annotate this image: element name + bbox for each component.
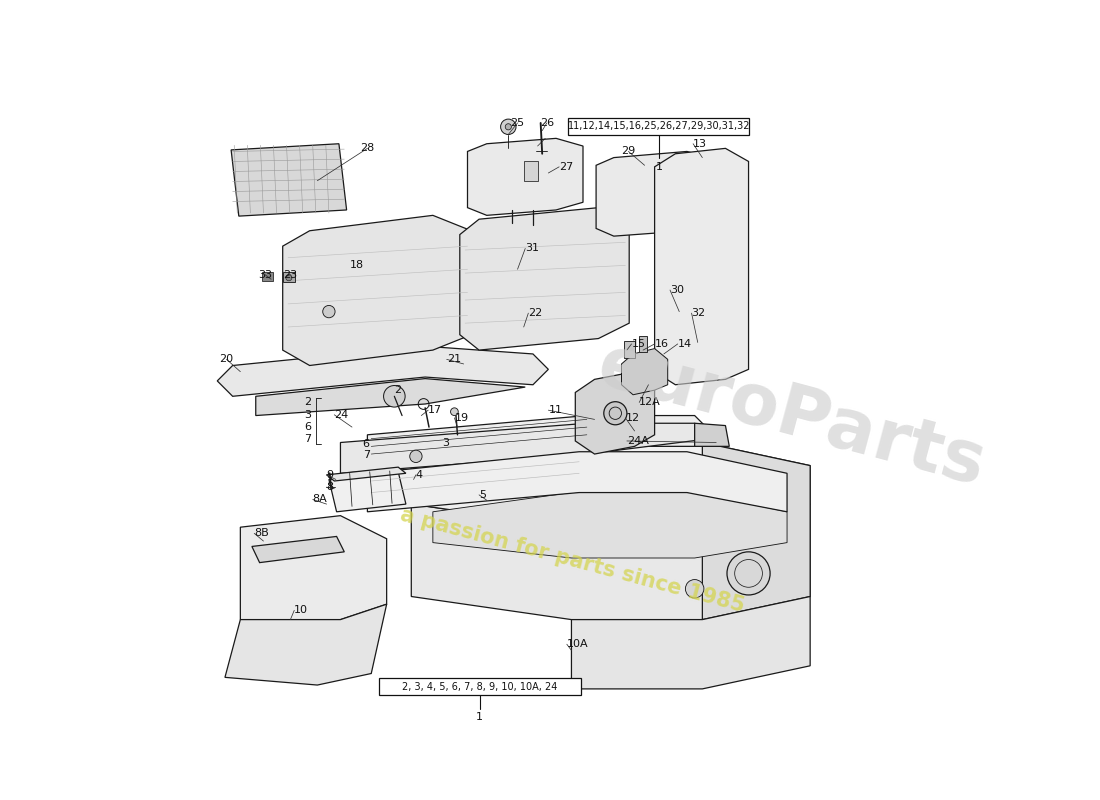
Circle shape xyxy=(727,552,770,595)
Text: 2: 2 xyxy=(305,398,311,407)
Circle shape xyxy=(286,274,292,281)
Polygon shape xyxy=(596,151,714,236)
Polygon shape xyxy=(572,597,810,689)
Text: 14: 14 xyxy=(678,339,692,349)
Text: 27: 27 xyxy=(559,162,573,172)
Text: 1: 1 xyxy=(476,712,483,722)
Polygon shape xyxy=(218,346,548,396)
Polygon shape xyxy=(654,148,749,385)
Polygon shape xyxy=(411,442,572,527)
Text: 9: 9 xyxy=(327,470,333,480)
Polygon shape xyxy=(252,537,344,562)
Text: 15: 15 xyxy=(631,339,646,349)
Polygon shape xyxy=(468,138,583,215)
Polygon shape xyxy=(367,415,711,466)
Text: 11,12,14,15,16,25,26,27,29,30,31,32: 11,12,14,15,16,25,26,27,29,30,31,32 xyxy=(568,121,750,131)
Circle shape xyxy=(685,579,704,598)
Circle shape xyxy=(604,402,627,425)
Text: 29: 29 xyxy=(621,146,636,157)
Polygon shape xyxy=(283,215,472,366)
Text: 5: 5 xyxy=(480,490,486,500)
Polygon shape xyxy=(695,423,729,446)
Polygon shape xyxy=(329,472,406,512)
Text: a passion for parts since 1985: a passion for parts since 1985 xyxy=(397,504,747,616)
Bar xyxy=(283,271,295,282)
Bar xyxy=(524,162,538,181)
Polygon shape xyxy=(411,442,810,527)
Text: 22: 22 xyxy=(528,308,542,318)
Bar xyxy=(262,271,273,281)
Bar xyxy=(378,678,581,695)
Text: 6: 6 xyxy=(305,422,311,432)
Bar xyxy=(569,118,749,134)
Circle shape xyxy=(384,386,405,407)
Text: 6: 6 xyxy=(362,439,369,449)
Circle shape xyxy=(500,119,516,134)
Text: 13: 13 xyxy=(693,138,707,149)
Text: 25: 25 xyxy=(510,118,525,128)
Text: 23: 23 xyxy=(284,270,297,280)
Text: 3: 3 xyxy=(305,410,311,420)
Circle shape xyxy=(451,408,459,415)
Text: 2, 3, 4, 5, 6, 7, 8, 9, 10, 10A, 24: 2, 3, 4, 5, 6, 7, 8, 9, 10, 10A, 24 xyxy=(403,682,558,691)
Polygon shape xyxy=(703,442,810,619)
Text: 8: 8 xyxy=(327,482,333,492)
Polygon shape xyxy=(575,372,654,454)
Text: 26: 26 xyxy=(540,118,554,128)
Text: 11: 11 xyxy=(548,405,562,415)
Polygon shape xyxy=(411,504,810,619)
Text: 17: 17 xyxy=(428,405,442,415)
Polygon shape xyxy=(224,604,387,685)
Bar xyxy=(639,336,647,352)
Text: 8A: 8A xyxy=(312,494,328,505)
Text: 12A: 12A xyxy=(639,398,661,407)
Text: 19: 19 xyxy=(454,413,469,423)
Polygon shape xyxy=(255,378,526,415)
Polygon shape xyxy=(327,467,406,481)
Polygon shape xyxy=(433,493,788,558)
Circle shape xyxy=(505,124,512,130)
Text: 16: 16 xyxy=(654,339,669,349)
Text: 31: 31 xyxy=(526,243,539,254)
Text: 20: 20 xyxy=(219,354,233,364)
Text: 18: 18 xyxy=(350,261,364,270)
Bar xyxy=(624,341,635,358)
Text: 1: 1 xyxy=(656,162,662,172)
Polygon shape xyxy=(460,208,629,350)
Text: 33: 33 xyxy=(258,270,272,280)
Text: 7: 7 xyxy=(363,450,371,460)
Circle shape xyxy=(409,450,422,462)
Polygon shape xyxy=(621,349,668,394)
Text: 3: 3 xyxy=(442,438,449,447)
Polygon shape xyxy=(367,452,788,512)
Text: 24: 24 xyxy=(334,410,349,420)
Text: 7: 7 xyxy=(305,434,311,445)
Polygon shape xyxy=(231,144,346,216)
Text: 10: 10 xyxy=(295,606,308,615)
Text: 21: 21 xyxy=(447,354,461,364)
Text: 28: 28 xyxy=(361,143,374,154)
Text: 30: 30 xyxy=(670,285,684,295)
Text: 2: 2 xyxy=(395,385,402,395)
Text: 10A: 10A xyxy=(566,639,588,650)
Text: 24A: 24A xyxy=(627,436,649,446)
Polygon shape xyxy=(341,423,711,474)
Text: 32: 32 xyxy=(692,308,706,318)
Polygon shape xyxy=(241,516,387,619)
Text: 12: 12 xyxy=(625,413,639,423)
Text: 4: 4 xyxy=(416,470,424,480)
Text: euroParts: euroParts xyxy=(591,331,993,501)
Text: 8B: 8B xyxy=(254,528,270,538)
Circle shape xyxy=(322,306,335,318)
